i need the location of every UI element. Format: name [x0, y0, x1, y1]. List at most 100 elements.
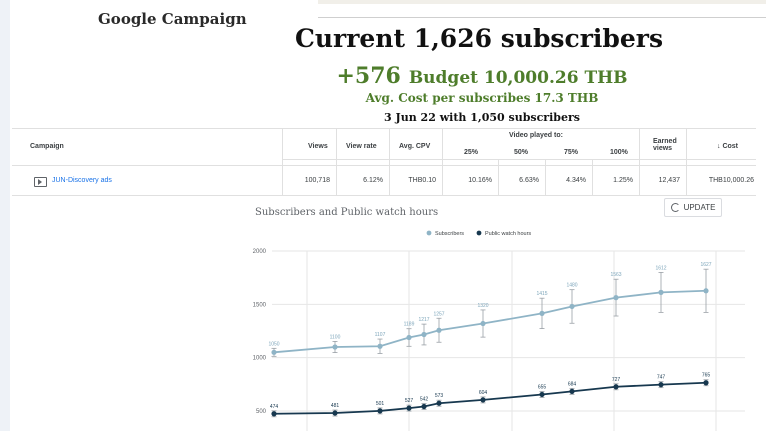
subscriber-point: [658, 289, 664, 295]
data-label: 573: [435, 393, 444, 399]
cell-avg-cpv: THB0.10: [408, 177, 436, 184]
watch-hours-point: [703, 380, 709, 386]
data-label: 765: [702, 373, 711, 379]
col-divider: [282, 129, 283, 195]
col-header-earned-views[interactable]: Earned views: [653, 138, 677, 152]
col-header-video-played: Video played to:: [509, 132, 563, 139]
data-label: 1100: [330, 334, 341, 340]
data-label: 747: [657, 375, 666, 381]
data-label: 1257: [433, 311, 444, 317]
legend-marker: [426, 230, 432, 236]
col-header-25[interactable]: 25%: [464, 149, 479, 156]
campaign-table: Campaign Views View rate Avg. CPV Video …: [12, 128, 756, 196]
cell-50: 6.63%: [519, 177, 539, 184]
watch-hours-point: [332, 410, 338, 416]
subscribers-line: [273, 289, 707, 354]
update-button[interactable]: UPDATE: [664, 198, 722, 217]
y-tick-label: 1500: [253, 302, 267, 308]
avg-cost-line: Avg. Cost per subscribes 17.3 THB: [365, 91, 599, 105]
y-tick-label: 2000: [253, 249, 267, 255]
col-divider: [498, 159, 499, 195]
subscriber-point: [480, 320, 486, 327]
col-header-avg-cpv[interactable]: Avg. CPV: [399, 143, 431, 150]
data-label: 1320: [477, 303, 488, 309]
cell-views: 100,718: [304, 177, 330, 184]
data-label: 1107: [375, 332, 386, 338]
data-label: 501: [376, 401, 385, 407]
data-label: 1217: [418, 317, 429, 323]
legend-marker: [476, 230, 482, 236]
left-edge-strip: [0, 0, 10, 431]
data-label: 1627: [700, 262, 711, 268]
subscriber-headline: Current 1,626 subscribers: [294, 24, 664, 53]
col-header-cost[interactable]: ↓ Cost: [717, 143, 738, 150]
video-icon: [34, 177, 47, 187]
col-header-views[interactable]: Views: [308, 143, 328, 150]
col-header-75[interactable]: 75%: [564, 149, 579, 156]
watch-hours-point: [480, 397, 486, 403]
watch-hours-point: [436, 400, 442, 406]
refresh-icon: [670, 203, 680, 212]
watch-hours-point: [658, 382, 664, 388]
subscriber-point: [613, 295, 619, 301]
col-header-100[interactable]: 100%: [610, 149, 628, 156]
header-row-divider: [12, 165, 756, 166]
data-label: 1415: [536, 291, 547, 297]
col-divider: [639, 129, 640, 195]
budget-text: Budget 10,000.26 THB: [408, 68, 628, 88]
campaign-link[interactable]: JUN-Discovery ads: [52, 177, 112, 184]
col-divider: [389, 129, 390, 195]
cell-100: 1.25%: [613, 177, 633, 184]
watch-hours-point: [613, 384, 619, 390]
watch-hours-point: [569, 388, 575, 394]
watch-hours-point: [421, 403, 427, 410]
data-label: 542: [420, 397, 429, 403]
campaign-title: Google Campaign: [98, 10, 247, 28]
data-label: 684: [568, 381, 577, 387]
col-header-50[interactable]: 50%: [514, 149, 529, 156]
baseline-line: 3 Jun 22 with 1,050 subscribers: [384, 111, 580, 124]
watch-hours-point: [271, 411, 277, 417]
cell-25: 10.16%: [468, 177, 492, 184]
watch-hours-point: [539, 391, 545, 398]
data-label: 474: [270, 404, 279, 410]
subscriber-point: [332, 344, 338, 350]
header-divider: [282, 159, 756, 160]
watch-hours-point: [406, 405, 412, 411]
cell-view-rate: 6.12%: [363, 177, 383, 184]
subscriber-point: [377, 343, 383, 349]
cell-earned-views: 12,437: [658, 177, 680, 184]
col-header-view-rate[interactable]: View rate: [346, 143, 377, 150]
watch-hours-line: [273, 381, 707, 415]
data-label: 1612: [655, 265, 666, 271]
legend-label: Subscribers: [435, 231, 464, 237]
legend-label: Public watch hours: [485, 231, 531, 237]
subscriber-point: [421, 331, 427, 338]
data-label: 1480: [566, 283, 577, 289]
subscriber-point: [406, 334, 412, 341]
col-divider: [686, 129, 687, 195]
cell-cost: THB10,000.26: [708, 177, 754, 184]
data-label: 527: [405, 398, 414, 404]
y-tick-label: 500: [256, 409, 267, 415]
col-divider: [545, 159, 546, 195]
data-label: 655: [538, 384, 547, 390]
col-divider: [592, 159, 593, 195]
chart-title: Subscribers and Public watch hours: [255, 207, 439, 218]
top-divider: [318, 17, 766, 18]
subscriber-point: [569, 303, 575, 310]
data-label: 481: [331, 403, 340, 409]
top-band: [318, 0, 766, 4]
gain-budget-line: +576 Budget 10,000.26 THB: [99, 63, 766, 89]
data-label: 1563: [610, 272, 621, 278]
subscriber-gain: +576: [336, 63, 401, 89]
col-divider: [336, 129, 337, 195]
subscriber-point: [539, 310, 545, 316]
cell-75: 4.34%: [566, 177, 586, 184]
data-label: 727: [612, 377, 621, 383]
col-divider: [442, 129, 443, 195]
col-header-campaign[interactable]: Campaign: [30, 143, 64, 150]
data-label: 1189: [404, 322, 415, 328]
subscriber-point: [271, 349, 277, 355]
